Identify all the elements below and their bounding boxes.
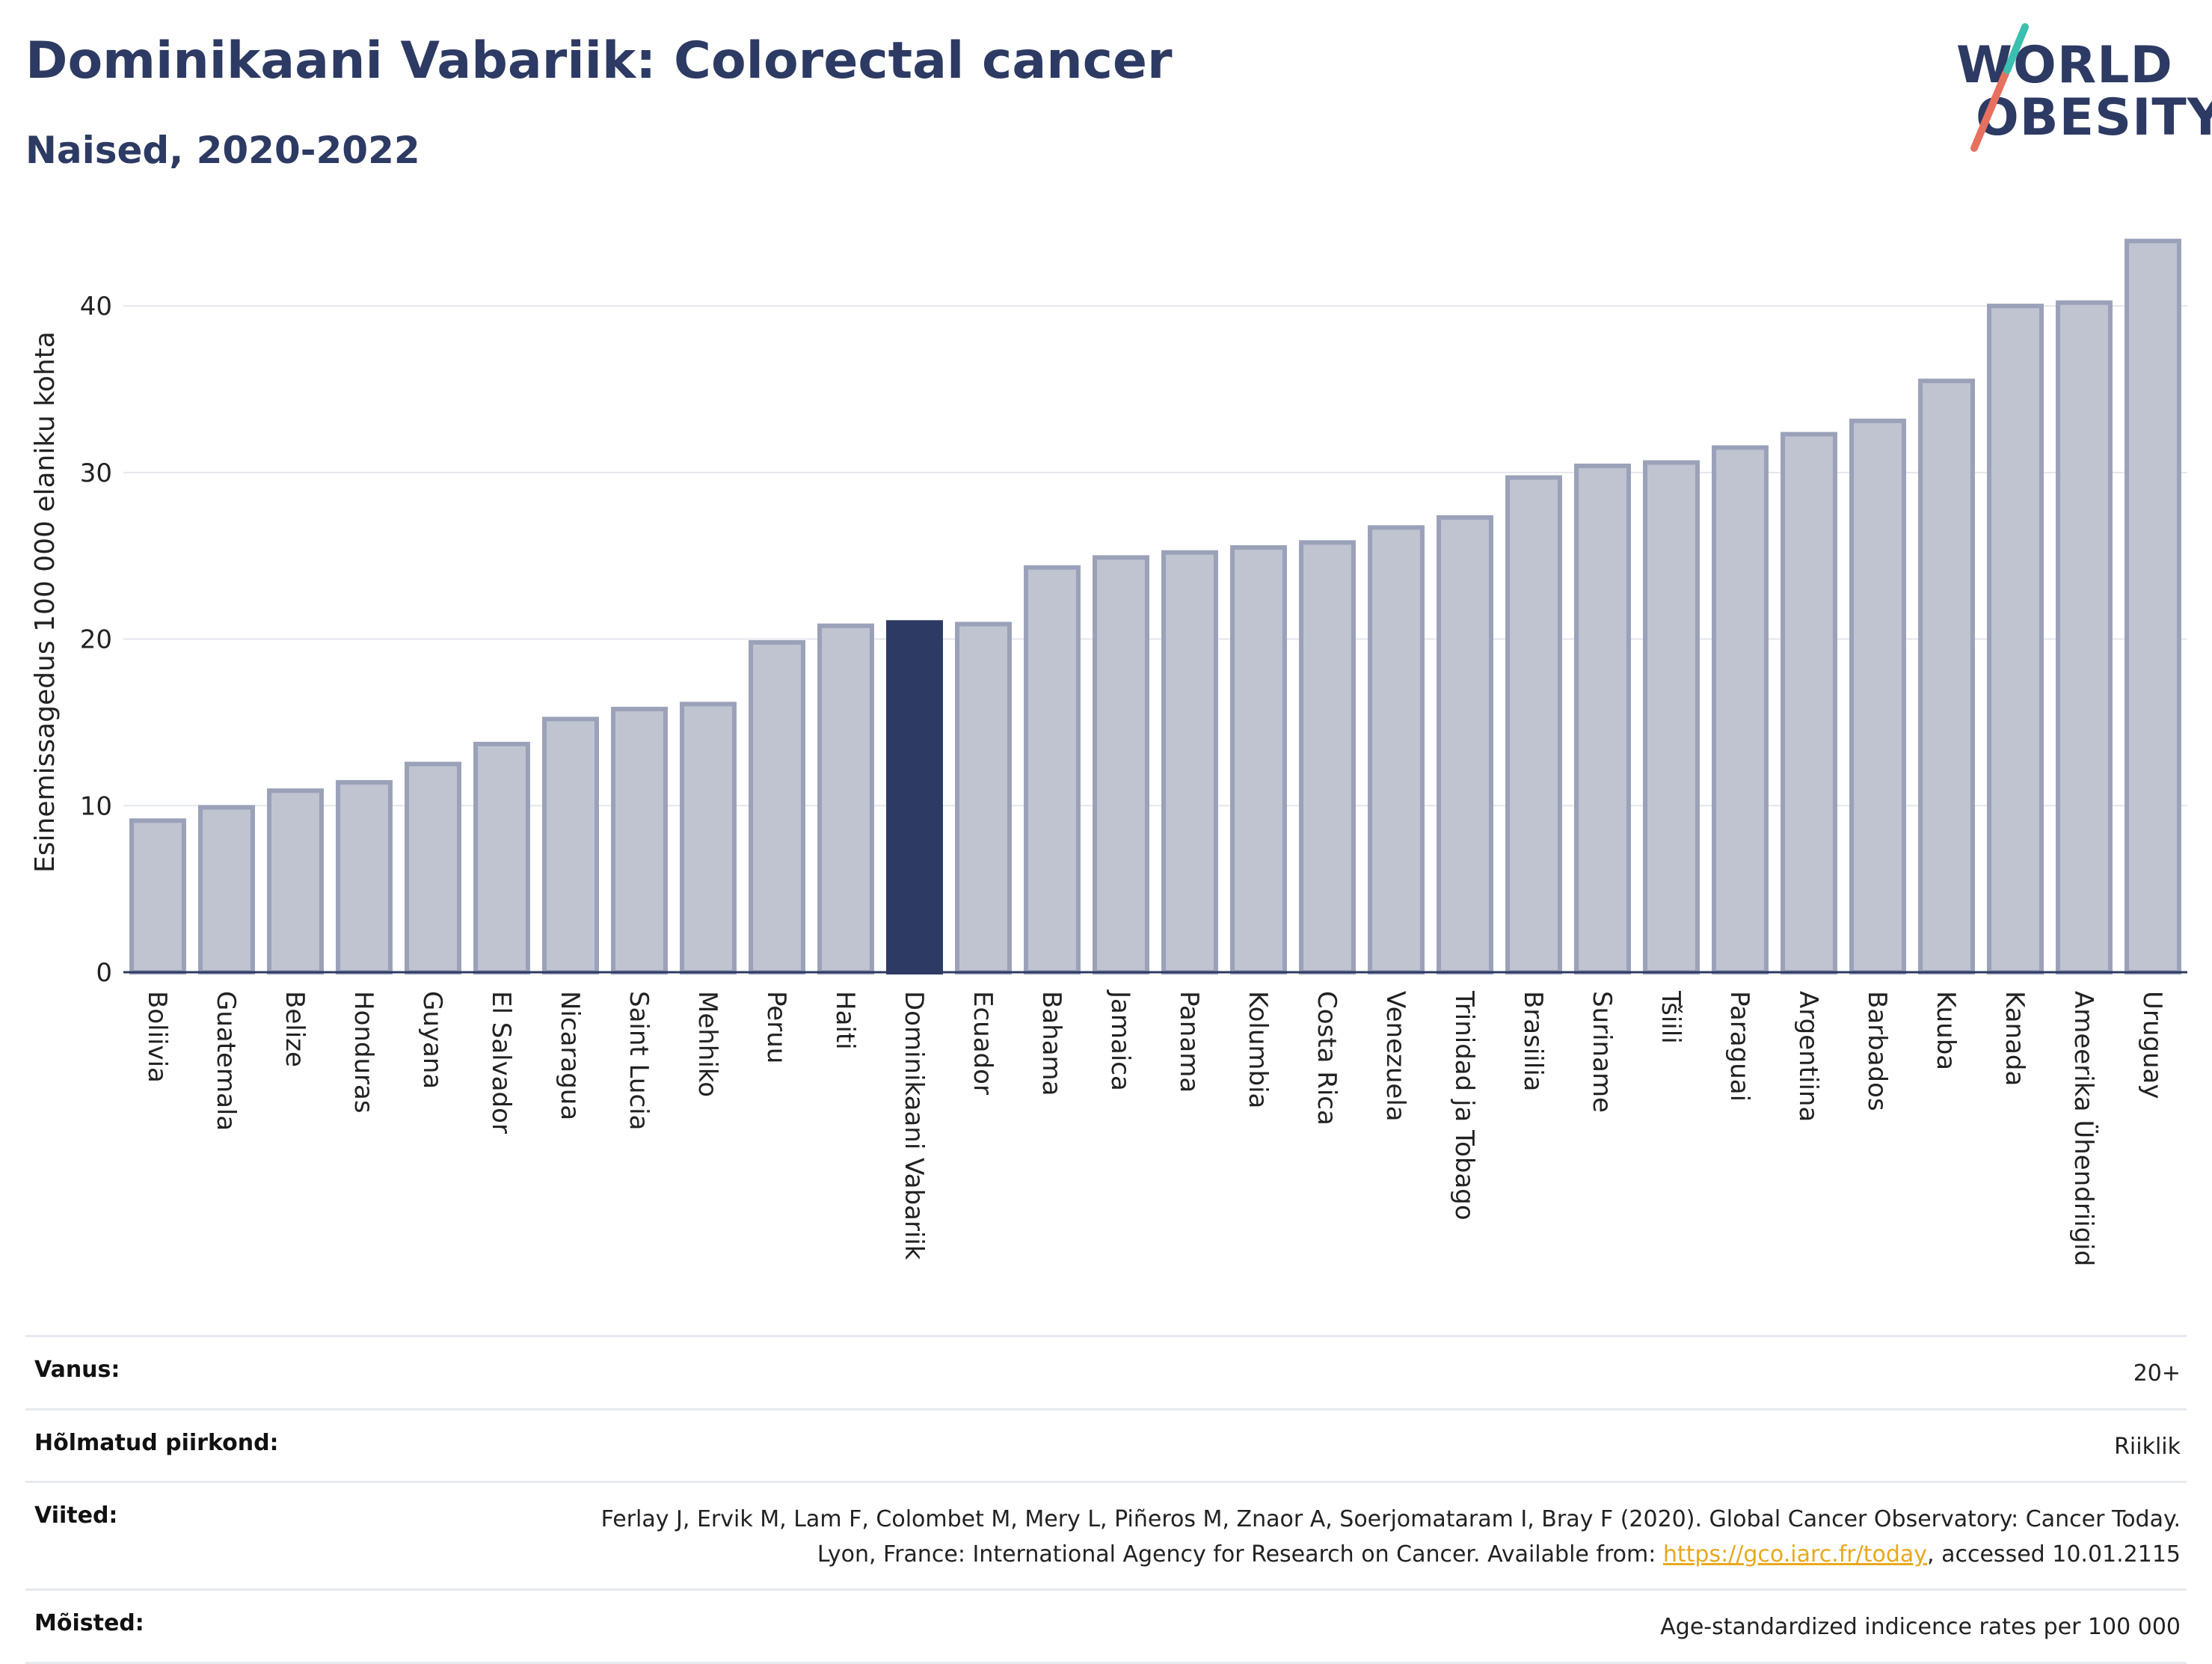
- meta-row-references: Viited: Ferlay J, Ervik M, Lam F, Colomb…: [25, 1481, 2187, 1588]
- x-tick-label: Belize: [280, 991, 310, 1067]
- meta-row-definitions: Mõisted: Age-standardized indicence rate…: [25, 1588, 2187, 1664]
- x-tick-label: Ecuador: [968, 991, 998, 1095]
- bar[interactable]: [473, 741, 530, 974]
- bar[interactable]: [817, 623, 874, 975]
- x-tick-label: Peruu: [761, 991, 791, 1063]
- logo-line2: OBESITY: [1976, 88, 2212, 147]
- x-tick-label: Kolumbia: [1243, 991, 1273, 1108]
- bar[interactable]: [2056, 300, 2113, 975]
- x-tick-label: Trinidad ja Tobago: [1449, 990, 1479, 1221]
- x-tick-label: Argentiina: [1793, 991, 1823, 1122]
- x-tick-label: Saint Lucia: [624, 991, 654, 1130]
- y-tick-labels: 0 10 20 30 40: [80, 292, 112, 988]
- bar[interactable]: [1024, 565, 1081, 975]
- x-tick-label: Boliivia: [142, 991, 172, 1083]
- x-tick-label: Kanada: [2000, 991, 2030, 1086]
- x-tick-label: Tšiili: [1656, 990, 1686, 1044]
- y-tick-label: 20: [80, 625, 112, 655]
- meta-label: Hõlmatud piirkond:: [34, 1429, 279, 1456]
- meta-value: Age-standardized indicence rates per 100…: [1660, 1614, 2181, 1640]
- x-tick-label: Ameerika Ühendriigid: [2068, 991, 2099, 1266]
- x-tick-label: Guyana: [417, 991, 447, 1089]
- bar[interactable]: [1987, 304, 2044, 975]
- reference-text: Ferlay J, Ervik M, Lam F, Colombet M, Me…: [600, 1506, 2181, 1568]
- bar-chart: 0 10 20 30 40 Esinemissagedus 100 000 elanik…: [30, 239, 2187, 1266]
- grid-layer: [123, 305, 2187, 807]
- bar[interactable]: [1299, 540, 1356, 974]
- x-tick-label: Honduras: [348, 991, 378, 1114]
- x-tick-label: Brasiilia: [1518, 991, 1548, 1091]
- reference-link[interactable]: https://gco.iarc.fr/today: [1662, 1541, 1928, 1568]
- bar[interactable]: [1368, 525, 1425, 974]
- x-tick-label: Jamaica: [1105, 989, 1135, 1091]
- bar[interactable]: [749, 640, 805, 974]
- x-tick-label: Uruguay: [2137, 991, 2167, 1099]
- x-tick-label: Dominikaani Vabariik: [899, 991, 929, 1260]
- bar[interactable]: [1505, 475, 1562, 974]
- bar[interactable]: [129, 818, 186, 974]
- bar[interactable]: [1643, 460, 1700, 975]
- bar[interactable]: [680, 701, 737, 975]
- x-tick-label: Costa Rica: [1312, 991, 1342, 1126]
- bar[interactable]: [2125, 239, 2181, 974]
- meta-value-references: Ferlay J, Ervik M, Lam F, Colombet M, Me…: [535, 1502, 2181, 1572]
- bar[interactable]: [405, 761, 461, 974]
- bar[interactable]: [1712, 445, 1769, 974]
- meta-label: Viited:: [34, 1502, 118, 1529]
- bar[interactable]: [1230, 545, 1287, 974]
- x-tick-label: Guatemala: [211, 991, 241, 1131]
- bar[interactable]: [267, 788, 324, 975]
- meta-row-age: Vanus: 20+: [25, 1335, 2187, 1408]
- bars: [129, 239, 2181, 975]
- bar[interactable]: [611, 707, 668, 974]
- meta-label: Mõisted:: [34, 1610, 144, 1636]
- y-axis-label: Esinemissagedus 100 000 elaniku kohta: [30, 331, 61, 873]
- x-tick-label: Panama: [1174, 991, 1204, 1093]
- bar[interactable]: [1781, 432, 1837, 975]
- x-tick-label: Kuuba: [1931, 991, 1961, 1070]
- reference-suffix: , accessed 10.01.2115: [1927, 1541, 2181, 1568]
- x-tick-label: Mehhiko: [692, 991, 722, 1097]
- meta-value: Riiklik: [2114, 1433, 2181, 1460]
- x-tick-label: Paraguai: [1724, 991, 1754, 1102]
- bar[interactable]: [1161, 550, 1218, 974]
- bar[interactable]: [886, 620, 943, 974]
- bar[interactable]: [198, 805, 255, 974]
- meta-row-coverage: Hõlmatud piirkond: Riiklik: [25, 1407, 2187, 1482]
- bar[interactable]: [1437, 515, 1493, 975]
- logo-line1: WORLD: [1956, 36, 2173, 95]
- bar[interactable]: [955, 621, 1012, 974]
- meta-value: 20+: [2133, 1360, 2181, 1387]
- y-tick-label: 30: [80, 458, 112, 488]
- x-tick-label: Venezuela: [1380, 991, 1410, 1122]
- meta-label: Vanus:: [34, 1357, 120, 1383]
- x-tick-label: Nicaragua: [555, 991, 585, 1120]
- x-tick-label: Suriname: [1587, 991, 1617, 1113]
- x-tick-label: Barbados: [1862, 991, 1892, 1111]
- y-tick-label: 40: [80, 292, 112, 322]
- bar[interactable]: [542, 716, 599, 974]
- metadata-table: Vanus: 20+ Hõlmatud piirkond: Riiklik Vi…: [25, 1335, 2187, 1664]
- bar[interactable]: [1849, 418, 1906, 975]
- x-tick-label: El Salvador: [486, 991, 516, 1134]
- bar[interactable]: [336, 780, 393, 974]
- y-tick-label: 10: [80, 791, 112, 821]
- x-tick-labels: Boliivia Guatemala Belize Honduras Guyana El …: [142, 989, 2167, 1266]
- world-obesity-logo: WORLD OBESITY: [1944, 21, 2212, 163]
- x-tick-label: Bahama: [1036, 991, 1066, 1096]
- chart-subtitle: Naised, 2020-2022: [25, 129, 420, 172]
- bar[interactable]: [1574, 463, 1631, 974]
- y-tick-label: 0: [96, 958, 112, 988]
- bar[interactable]: [1918, 378, 1975, 974]
- bar[interactable]: [1093, 555, 1149, 974]
- x-tick-label: Haiti: [830, 991, 860, 1050]
- logo-slash-icon: [1970, 23, 2029, 152]
- chart-title: Dominikaani Vabariik: Colorectal cancer: [25, 31, 1173, 90]
